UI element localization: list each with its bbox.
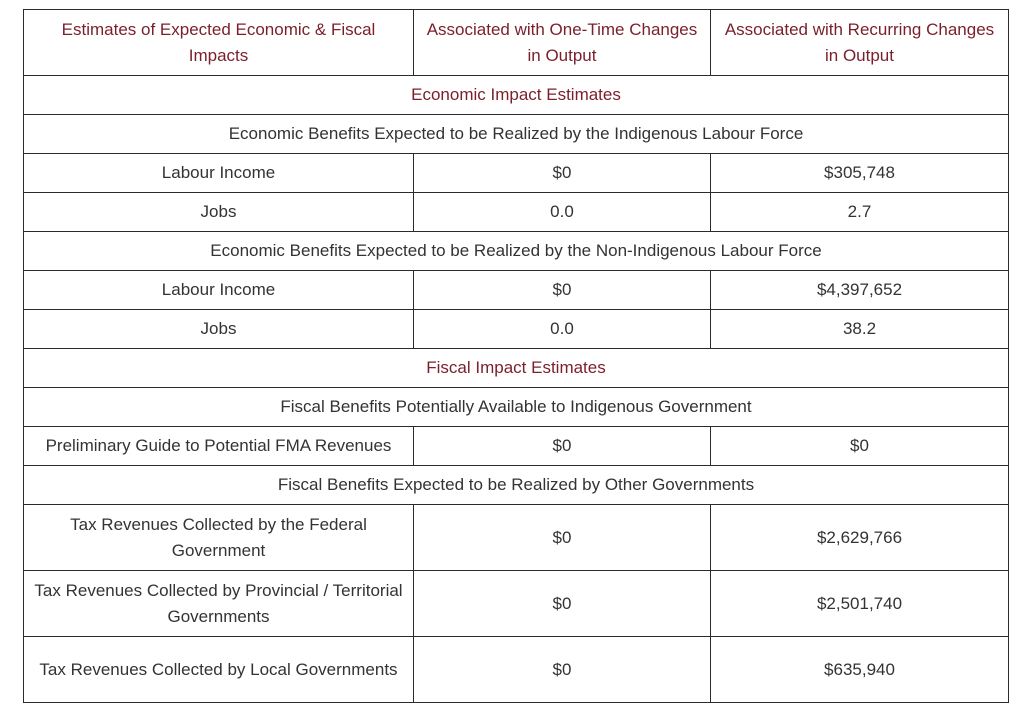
one-time-value: $0 xyxy=(413,426,711,466)
impact-estimates-table: Estimates of Expected Economic & Fiscal … xyxy=(23,9,1009,703)
subsection-row: Economic Benefits Expected to be Realize… xyxy=(23,114,1009,154)
recurring-value: $2,501,740 xyxy=(710,570,1009,637)
subsection-row: Fiscal Benefits Expected to be Realized … xyxy=(23,465,1009,505)
row-label: Tax Revenues Collected by Provincial / T… xyxy=(23,570,414,637)
table-row: Labour Income $0 $305,748 xyxy=(23,153,1009,193)
header-estimates: Estimates of Expected Economic & Fiscal … xyxy=(23,9,414,76)
row-label: Tax Revenues Collected by the Federal Go… xyxy=(23,504,414,571)
one-time-value: $0 xyxy=(413,153,711,193)
section-row: Economic Impact Estimates xyxy=(23,75,1009,115)
one-time-value: 0.0 xyxy=(413,192,711,232)
table-row: Jobs 0.0 2.7 xyxy=(23,192,1009,232)
recurring-value: $305,748 xyxy=(710,153,1009,193)
recurring-value: $2,629,766 xyxy=(710,504,1009,571)
header-recurring: Associated with Recurring Changes in Out… xyxy=(710,9,1009,76)
header-row: Estimates of Expected Economic & Fiscal … xyxy=(23,9,1009,76)
subsection-non-indigenous-labour: Economic Benefits Expected to be Realize… xyxy=(23,231,1009,271)
section-fiscal: Fiscal Impact Estimates xyxy=(23,348,1009,388)
section-row: Fiscal Impact Estimates xyxy=(23,348,1009,388)
row-label: Labour Income xyxy=(23,270,414,310)
table-row: Labour Income $0 $4,397,652 xyxy=(23,270,1009,310)
table-row: Tax Revenues Collected by Provincial / T… xyxy=(23,570,1009,637)
row-label: Jobs xyxy=(23,192,414,232)
recurring-value: 38.2 xyxy=(710,309,1009,349)
row-label: Jobs xyxy=(23,309,414,349)
row-label: Tax Revenues Collected by Local Governme… xyxy=(23,636,414,703)
subsection-row: Economic Benefits Expected to be Realize… xyxy=(23,231,1009,271)
one-time-value: $0 xyxy=(413,270,711,310)
one-time-value: 0.0 xyxy=(413,309,711,349)
subsection-other-governments: Fiscal Benefits Expected to be Realized … xyxy=(23,465,1009,505)
recurring-value: 2.7 xyxy=(710,192,1009,232)
header-one-time: Associated with One-Time Changes in Outp… xyxy=(413,9,711,76)
one-time-value: $0 xyxy=(413,570,711,637)
table-row: Tax Revenues Collected by Local Governme… xyxy=(23,636,1009,703)
recurring-value: $4,397,652 xyxy=(710,270,1009,310)
section-economic: Economic Impact Estimates xyxy=(23,75,1009,115)
one-time-value: $0 xyxy=(413,636,711,703)
subsection-row: Fiscal Benefits Potentially Available to… xyxy=(23,387,1009,427)
recurring-value: $635,940 xyxy=(710,636,1009,703)
table-row: Jobs 0.0 38.2 xyxy=(23,309,1009,349)
row-label: Preliminary Guide to Potential FMA Reven… xyxy=(23,426,414,466)
subsection-indigenous-government: Fiscal Benefits Potentially Available to… xyxy=(23,387,1009,427)
table-row: Preliminary Guide to Potential FMA Reven… xyxy=(23,426,1009,466)
subsection-indigenous-labour: Economic Benefits Expected to be Realize… xyxy=(23,114,1009,154)
one-time-value: $0 xyxy=(413,504,711,571)
row-label: Labour Income xyxy=(23,153,414,193)
recurring-value: $0 xyxy=(710,426,1009,466)
table-row: Tax Revenues Collected by the Federal Go… xyxy=(23,504,1009,571)
